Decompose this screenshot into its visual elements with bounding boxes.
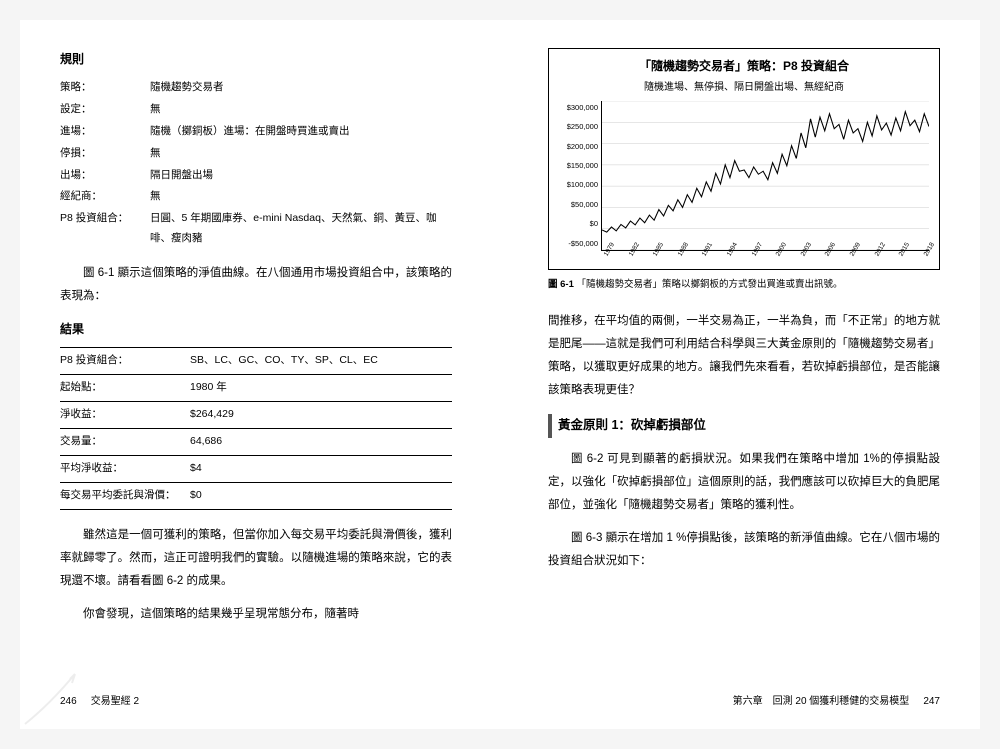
figure-label: 圖 6-1 [548, 279, 574, 290]
results-table: P8 投資組合：SB、LC、GC、CO、TY、SP、CL、EC 起始點：1980… [60, 347, 452, 510]
result-row: P8 投資組合：SB、LC、GC、CO、TY、SP、CL、EC [60, 348, 452, 375]
caption-text: 「隨機趨勢交易者」策略以擲銅板的方式發出買進或賣出訊號。 [577, 279, 843, 290]
golden-rule-heading: 黃金原則 1：砍掉虧損部位 [548, 414, 940, 438]
rule-row: 策略：隨機趨勢交易者 [60, 77, 452, 99]
paragraph: 你會發現，這個策略的結果幾乎呈現常態分布，隨著時 [60, 603, 452, 626]
page-number: 246 [60, 692, 77, 711]
chart-caption: 圖 6-1 「隨機趨勢交易者」策略以擲銅板的方式發出買進或賣出訊號。 [548, 276, 940, 294]
chapter-title: 第六章 回測 20 個獲利穩健的交易模型 [733, 692, 910, 711]
rule-row: 設定：無 [60, 99, 452, 121]
rules-table: 策略：隨機趨勢交易者 設定：無 進場：隨機（擲銅板）進場：在開盤時買進或賣出 停… [60, 77, 452, 251]
results-heading: 結果 [60, 318, 452, 341]
paragraph: 圖 6-1 顯示這個策略的淨值曲線。在八個通用市場投資組合中，該策略的表現為： [60, 262, 452, 308]
chart-title: 「隨機趨勢交易者」策略：P8 投資組合 [559, 55, 929, 78]
result-row: 起始點：1980 年 [60, 375, 452, 402]
x-axis: 1979 1982 1985 1988 1991 1994 1997 2000 … [601, 253, 929, 265]
page-left: 規則 策略：隨機趨勢交易者 設定：無 進場：隨機（擲銅板）進場：在開盤時買進或賣… [20, 20, 500, 729]
page-number: 247 [923, 692, 940, 711]
line-svg [602, 101, 929, 250]
rule-row: 經紀商：無 [60, 186, 452, 208]
chart-area: $300,000 $250,000 $200,000 $150,000 $100… [559, 101, 929, 251]
rule-row: 出場：隔日開盤出場 [60, 165, 452, 187]
result-row: 淨收益：$264,429 [60, 401, 452, 428]
chart-subtitle: 隨機進場、無停損、隔日開盤出場、無經紀商 [559, 78, 929, 97]
rule-row: 停損：無 [60, 143, 452, 165]
paragraph: 間推移，在平均值的兩側，一半交易為正，一半為負，而「不正常」的地方就是肥尾——這… [548, 310, 940, 402]
paragraph: 雖然這是一個可獲利的策略，但當你加入每交易平均委託與滑價後，獲利率就歸零了。然而… [60, 524, 452, 593]
page-right: 「隨機趨勢交易者」策略：P8 投資組合 隨機進場、無停損、隔日開盤出場、無經紀商… [500, 20, 980, 729]
arrow-decoration [20, 649, 110, 729]
result-row: 交易量：64,686 [60, 428, 452, 455]
y-axis: $300,000 $250,000 $200,000 $150,000 $100… [559, 101, 601, 251]
rule-row: P8 投資組合：日圓、5 年期國庫券、e-mini Nasdaq、天然氣、銅、黃… [60, 208, 452, 250]
rule-row: 進場：隨機（擲銅板）進場：在開盤時買進或賣出 [60, 121, 452, 143]
result-row: 每交易平均委託與滑價：$0 [60, 482, 452, 509]
paragraph: 圖 6-3 顯示在增加 1 %停損點後，該策略的新淨值曲線。它在八個市場的投資組… [548, 527, 940, 573]
chart-plot [601, 101, 929, 251]
book-title: 交易聖經 2 [91, 692, 139, 711]
result-row: 平均淨收益：$4 [60, 455, 452, 482]
equity-chart: 「隨機趨勢交易者」策略：P8 投資組合 隨機進場、無停損、隔日開盤出場、無經紀商… [548, 48, 940, 270]
paragraph: 圖 6-2 可見到顯著的虧損狀況。如果我們在策略中增加 1%的停損點設定，以強化… [548, 448, 940, 517]
book-spread: 規則 策略：隨機趨勢交易者 設定：無 進場：隨機（擲銅板）進場：在開盤時買進或賣… [20, 20, 980, 729]
page-footer-left: 246 交易聖經 2 [60, 692, 139, 711]
rules-heading: 規則 [60, 48, 452, 71]
page-footer-right: 第六章 回測 20 個獲利穩健的交易模型 247 [733, 692, 940, 711]
